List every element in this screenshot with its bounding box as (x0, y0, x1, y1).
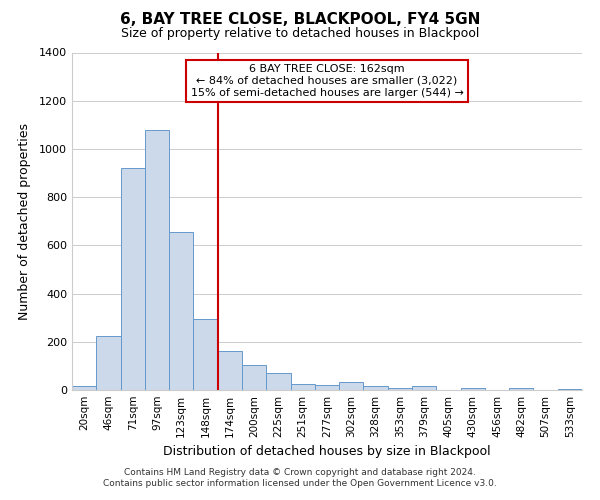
Bar (169, 232, 193, 390)
Bar (218, 352, 242, 390)
Bar (412, 386, 436, 390)
Bar (388, 388, 412, 390)
X-axis label: Distribution of detached houses by size in Blackpool: Distribution of detached houses by size … (163, 446, 491, 458)
Bar (145, 130, 169, 390)
Bar (193, 319, 218, 390)
Bar (509, 388, 533, 390)
Bar (339, 382, 364, 390)
Bar (315, 385, 339, 390)
Bar (242, 364, 266, 390)
Text: Size of property relative to detached houses in Blackpool: Size of property relative to detached ho… (121, 28, 479, 40)
Text: 6, BAY TREE CLOSE, BLACKPOOL, FY4 5GN: 6, BAY TREE CLOSE, BLACKPOOL, FY4 5GN (120, 12, 480, 28)
Bar (461, 388, 485, 390)
Bar (364, 386, 388, 390)
Bar (72, 386, 96, 390)
Text: 6 BAY TREE CLOSE: 162sqm
← 84% of detached houses are smaller (3,022)
15% of sem: 6 BAY TREE CLOSE: 162sqm ← 84% of detach… (191, 64, 463, 98)
Bar (290, 384, 315, 390)
Bar (266, 373, 290, 390)
Bar (96, 336, 121, 390)
Bar (558, 389, 582, 390)
Text: Contains HM Land Registry data © Crown copyright and database right 2024.
Contai: Contains HM Land Registry data © Crown c… (103, 468, 497, 487)
Bar (121, 168, 145, 390)
Y-axis label: Number of detached properties: Number of detached properties (17, 122, 31, 320)
